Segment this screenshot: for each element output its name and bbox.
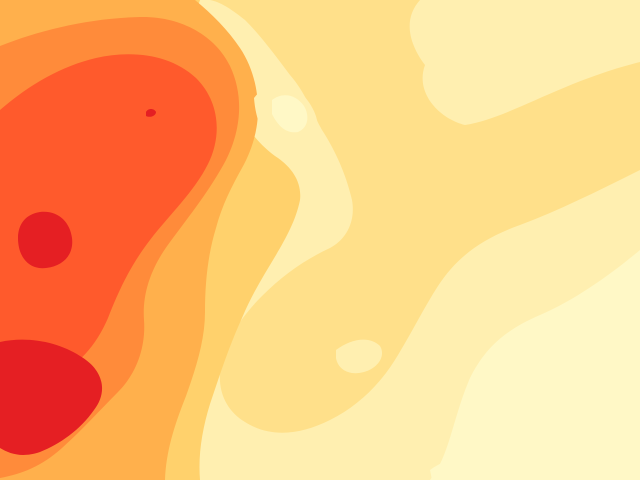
contour-level-1 — [272, 95, 308, 133]
contour-level-8 — [18, 211, 73, 269]
contour-level-8 — [0, 339, 103, 455]
contour-level-8 — [146, 109, 156, 117]
contour-level-2 — [336, 339, 383, 374]
contour-level-1 — [430, 460, 478, 480]
contour-level-3 — [0, 0, 640, 433]
contour-level-7 — [0, 54, 217, 404]
contour-level-1 — [470, 396, 640, 480]
